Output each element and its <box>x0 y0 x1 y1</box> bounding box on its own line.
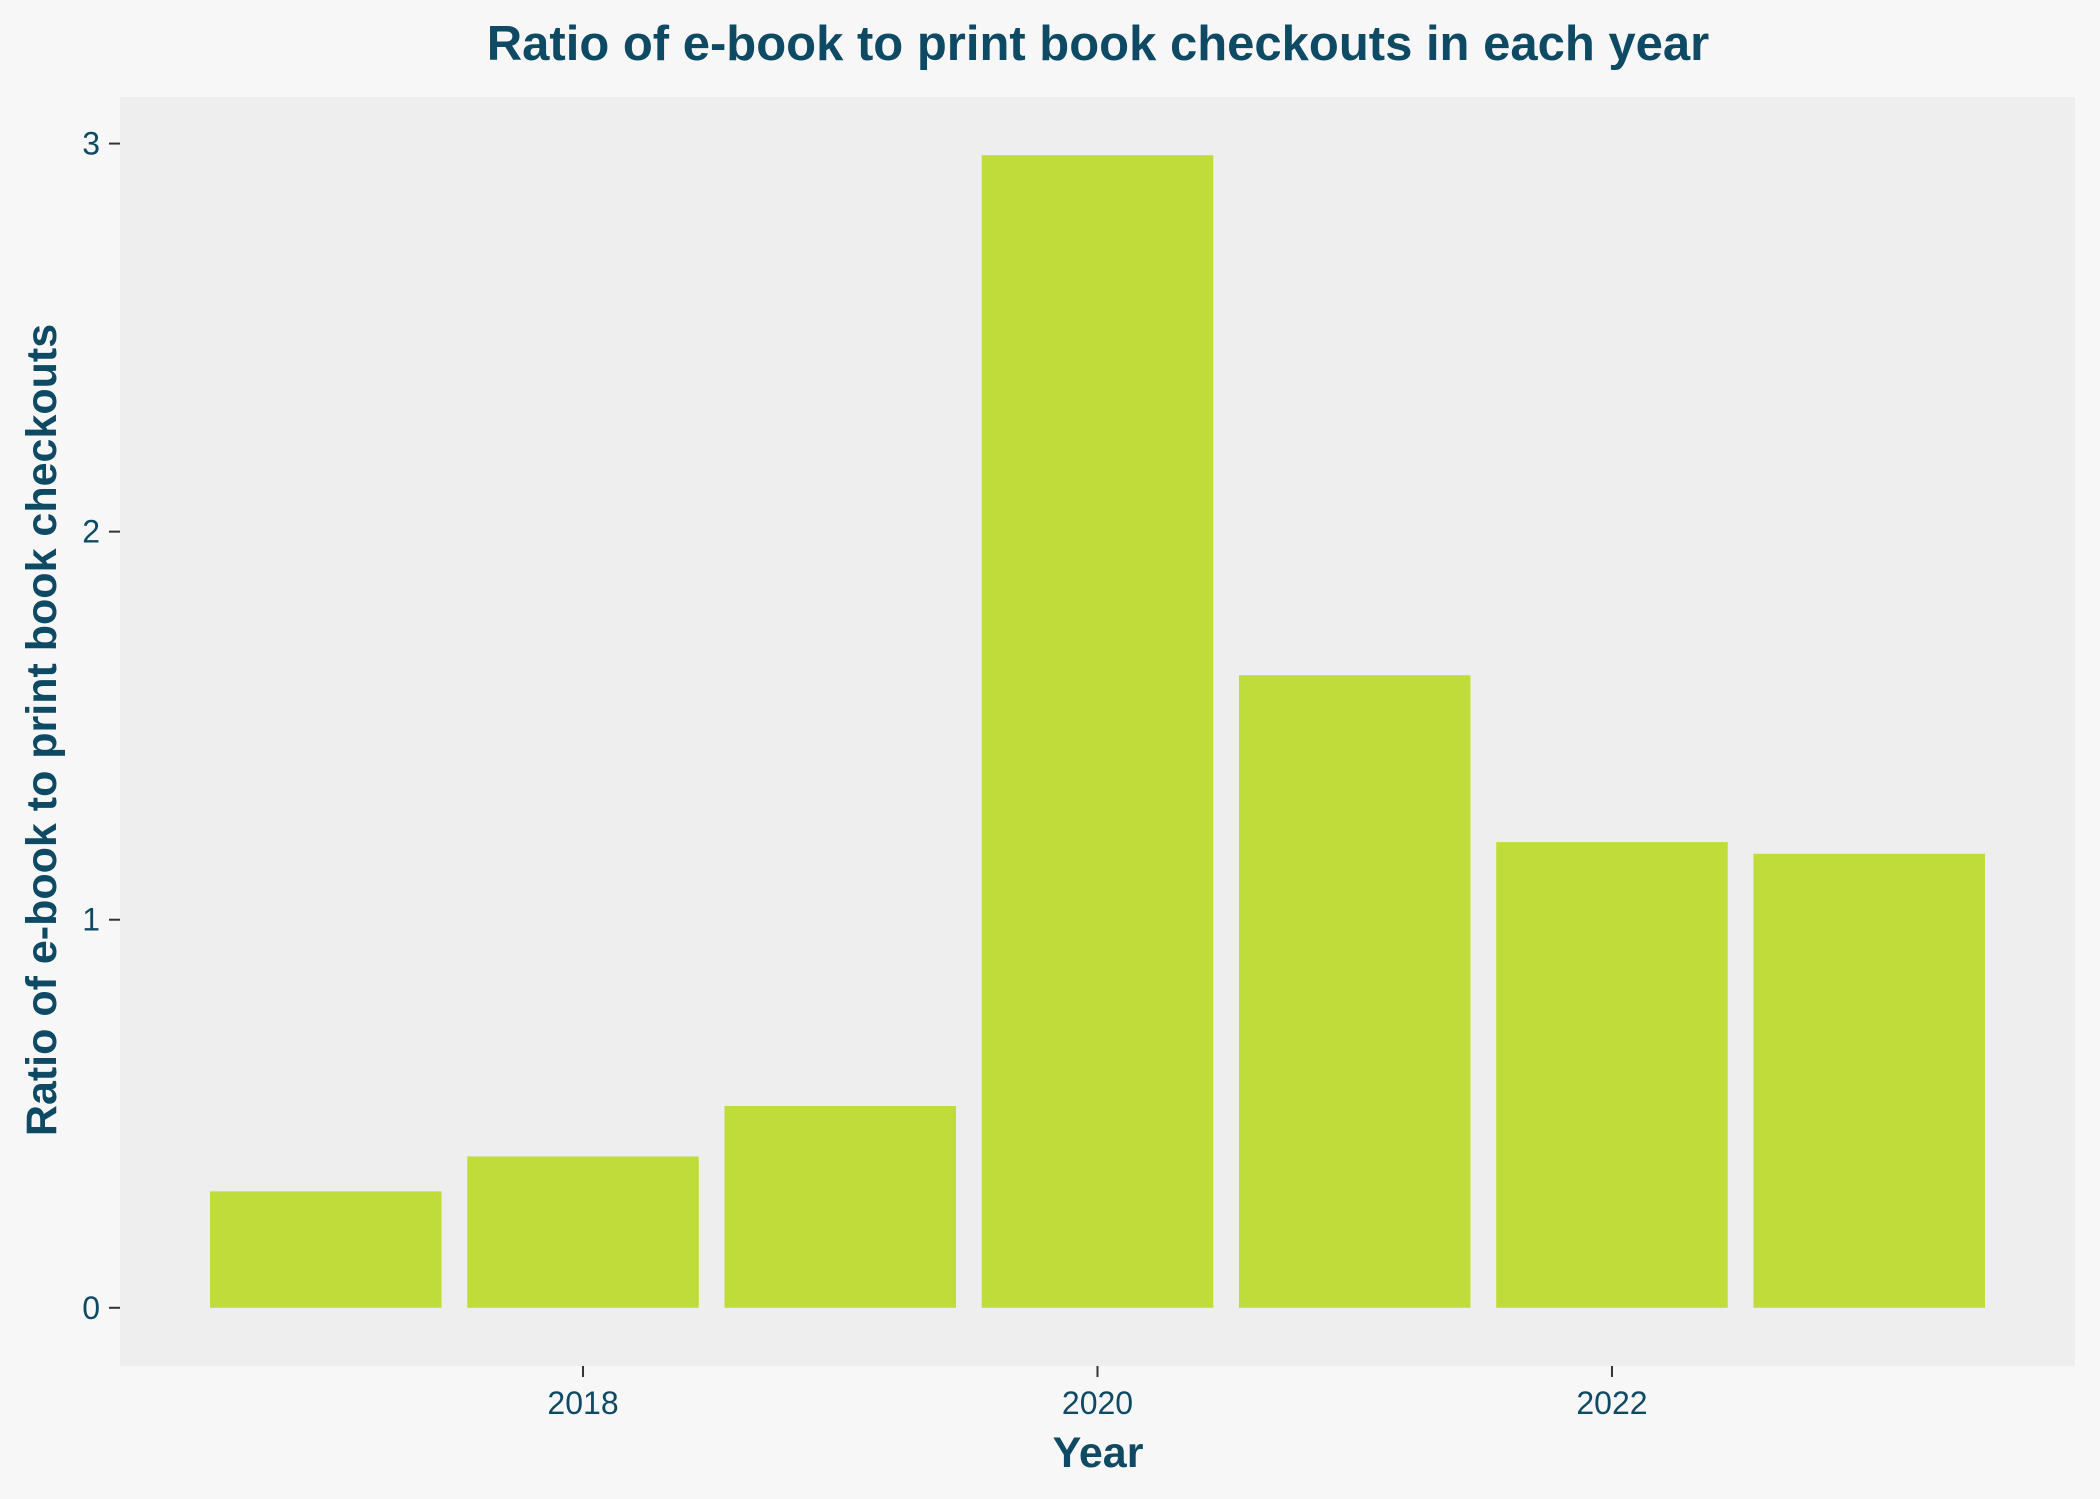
x-axis-title: Year <box>1053 1429 1144 1477</box>
x-tick-label-2022: 2022 <box>1576 1385 1647 1421</box>
y-tick-label-2: 2 <box>82 514 100 550</box>
x-tick-label-2018: 2018 <box>547 1385 618 1421</box>
y-axis-title: Ratio of e-book to print book checkouts <box>18 324 66 1136</box>
x-tick-label-2020: 2020 <box>1062 1385 1133 1421</box>
bar-2021 <box>1238 675 1471 1308</box>
x-axis: 2018 2020 2022 <box>547 1366 1648 1421</box>
bars-layer <box>210 155 1985 1308</box>
bar-2020 <box>981 155 1214 1308</box>
y-tick-label-1: 1 <box>82 902 100 938</box>
y-tick-label-3: 3 <box>82 126 100 162</box>
bar-2023 <box>1753 853 1985 1308</box>
bar-2022 <box>1496 842 1728 1308</box>
y-tick-label-0: 0 <box>82 1290 100 1326</box>
y-axis: 0 1 2 3 <box>82 126 120 1326</box>
chart-title: Ratio of e-book to print book checkouts … <box>487 17 1709 71</box>
bar-2018 <box>467 1156 699 1308</box>
bar-2017 <box>210 1191 442 1308</box>
bar-2019 <box>724 1105 957 1308</box>
